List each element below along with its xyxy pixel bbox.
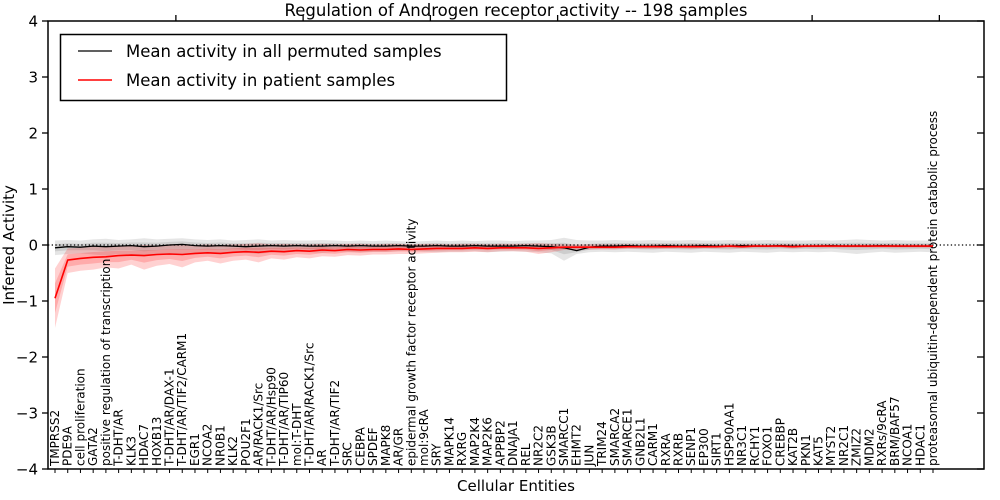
x-tick-label: T-DHT/AR/TIF2 — [328, 380, 342, 467]
x-tick-label: POU2F1 — [239, 418, 253, 466]
x-tick-label: PDE9A — [61, 425, 75, 466]
x-tick-label: CEBPA — [353, 426, 367, 466]
x-tick-label: RXRA — [659, 433, 673, 466]
x-tick-label: GSK3B — [544, 425, 558, 466]
y-tick-label: 3 — [28, 69, 38, 87]
x-tick-label: HDAC7 — [137, 424, 151, 466]
x-tick-label: GNB2L1 — [633, 418, 647, 466]
x-tick-label: T-DHT/AR/TIF2/CARM1 — [175, 333, 189, 467]
x-tick-label: KLK2 — [226, 436, 240, 466]
x-tick-label: mol:T-DHT — [290, 403, 304, 466]
x-tick-label: proteasomal ubiquitin-dependent protein … — [926, 111, 940, 466]
x-tick-label: MAPK8 — [379, 425, 393, 466]
x-tick-label: SMARCA2 — [608, 408, 622, 466]
x-tick-label: KAT2B — [786, 428, 800, 466]
y-tick-label: 0 — [28, 237, 38, 255]
y-tick-label: −1 — [16, 293, 38, 311]
x-tick-label: REL — [519, 443, 533, 466]
x-tick-label: MYST2 — [824, 426, 838, 466]
x-tick-label: T-DHT/AR — [112, 409, 126, 467]
chart-title: Regulation of Androgen receptor activity… — [285, 1, 748, 20]
y-tick-label: 1 — [28, 181, 38, 199]
x-tick-label: MAP2K6 — [481, 417, 495, 466]
x-tick-label: CREBBP — [773, 418, 787, 466]
x-tick-label: RXRB — [672, 433, 686, 466]
x-tick-label: RCHY1 — [748, 426, 762, 466]
x-tick-label: EHMT2 — [570, 424, 584, 466]
x-tick-label: HSP90AA1 — [722, 402, 736, 466]
x-tick-label: EGR1 — [188, 433, 202, 466]
x-tick-label: positive regulation of transcription — [99, 259, 113, 466]
x-tick-label: TMPRSS2 — [48, 410, 62, 467]
x-tick-label: AR — [315, 449, 329, 466]
y-tick-label: −4 — [16, 461, 38, 479]
series-lines — [48, 243, 984, 299]
bottom-axis-ticks — [54, 469, 934, 473]
x-tick-label: epidermal growth factor receptor activit… — [404, 219, 418, 466]
x-tick-label: ZMIZ2 — [850, 428, 864, 466]
permuted-band-outer — [55, 237, 933, 261]
x-tick-label: T-DHT/AR/DAX-1 — [163, 368, 177, 467]
x-tick-label: T-DHT/AR/Hsp90 — [264, 367, 278, 467]
x-tick-label: NR2C1 — [837, 425, 851, 466]
x-tick-label: HDAC1 — [913, 424, 927, 466]
x-axis-label: Cellular Entities — [457, 477, 575, 495]
x-tick-label: SRC — [341, 442, 355, 466]
y-axis-label: Inferred Activity — [0, 185, 18, 305]
top-axis-ticks — [175, 15, 941, 21]
x-tick-label: NR3C1 — [735, 425, 749, 466]
x-tick-label: CARM1 — [646, 423, 660, 466]
y-tick-label: 2 — [28, 125, 38, 143]
x-tick-label: NR2C2 — [532, 425, 546, 466]
x-tick-label: SRY — [430, 443, 444, 466]
legend-label-patient: Mean activity in patient samples — [126, 71, 395, 90]
x-tick-label: GATA2 — [86, 427, 100, 466]
x-tick-label: SIRT1 — [710, 432, 724, 466]
patient-band-inner — [55, 245, 933, 313]
x-tick-label: mol:9cRA — [417, 409, 431, 466]
x-tick-label: FOXO1 — [761, 426, 775, 466]
x-tick-label: NR0B1 — [213, 425, 227, 466]
x-tick-label: RXRs/9cRA — [875, 400, 889, 466]
x-tick-label: KAT5 — [812, 436, 826, 466]
x-tick-label: DNAJA1 — [506, 420, 520, 466]
x-tick-label: NCOA2 — [201, 424, 215, 466]
x-tick-label: PKN1 — [799, 434, 813, 466]
x-tick-label: SPDEF — [366, 427, 380, 466]
y-tick-label: 4 — [28, 13, 38, 31]
x-tick-label: T-DHT/AR/TIP60 — [277, 372, 291, 467]
x-tick-label: KLK3 — [124, 436, 138, 466]
x-tick-label: RXRG — [455, 432, 469, 466]
x-tick-label: HOXB13 — [150, 417, 164, 466]
x-tick-label: T-DHT/AR/RACK1/Src — [303, 343, 317, 467]
x-tick-label: AR/RACK1/Src — [252, 383, 266, 466]
y-tick-label: −3 — [16, 405, 38, 423]
x-tick-label: MDM2 — [862, 428, 876, 466]
x-tick-label: EP300 — [697, 428, 711, 466]
x-tick-label: MAPK14 — [443, 417, 457, 466]
x-tick-label: SENP1 — [684, 427, 698, 466]
y-axis-ticks: 4 3 2 1 0 −1 −2 −3 −4 — [16, 13, 984, 479]
x-tick-label: SMARCC1 — [557, 408, 571, 466]
patient-band-outer — [55, 243, 933, 328]
x-tick-label: APPBP2 — [493, 420, 507, 466]
x-tick-label: MAP2K4 — [468, 417, 482, 466]
legend: Mean activity in all permuted samples Me… — [59, 33, 508, 102]
y-tick-label: −2 — [16, 349, 38, 367]
x-tick-label: NCOA1 — [901, 424, 915, 466]
patient-mean-line — [54, 245, 933, 299]
legend-box — [59, 33, 508, 102]
x-tick-label: BRM/BAF57 — [888, 396, 902, 466]
x-tick-label: TRIM24 — [595, 421, 609, 467]
legend-label-permuted: Mean activity in all permuted samples — [126, 42, 442, 61]
x-tick-label: SMARCE1 — [621, 408, 635, 466]
x-tick-label: cell proliferation — [73, 368, 87, 466]
x-tick-label: JUN — [582, 445, 596, 467]
x-tick-label: AR/GR — [392, 428, 406, 466]
